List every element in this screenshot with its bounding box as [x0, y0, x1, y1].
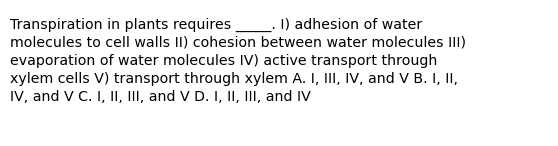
Text: Transpiration in plants requires _____. I) adhesion of water
molecules to cell w: Transpiration in plants requires _____. … — [10, 18, 466, 104]
